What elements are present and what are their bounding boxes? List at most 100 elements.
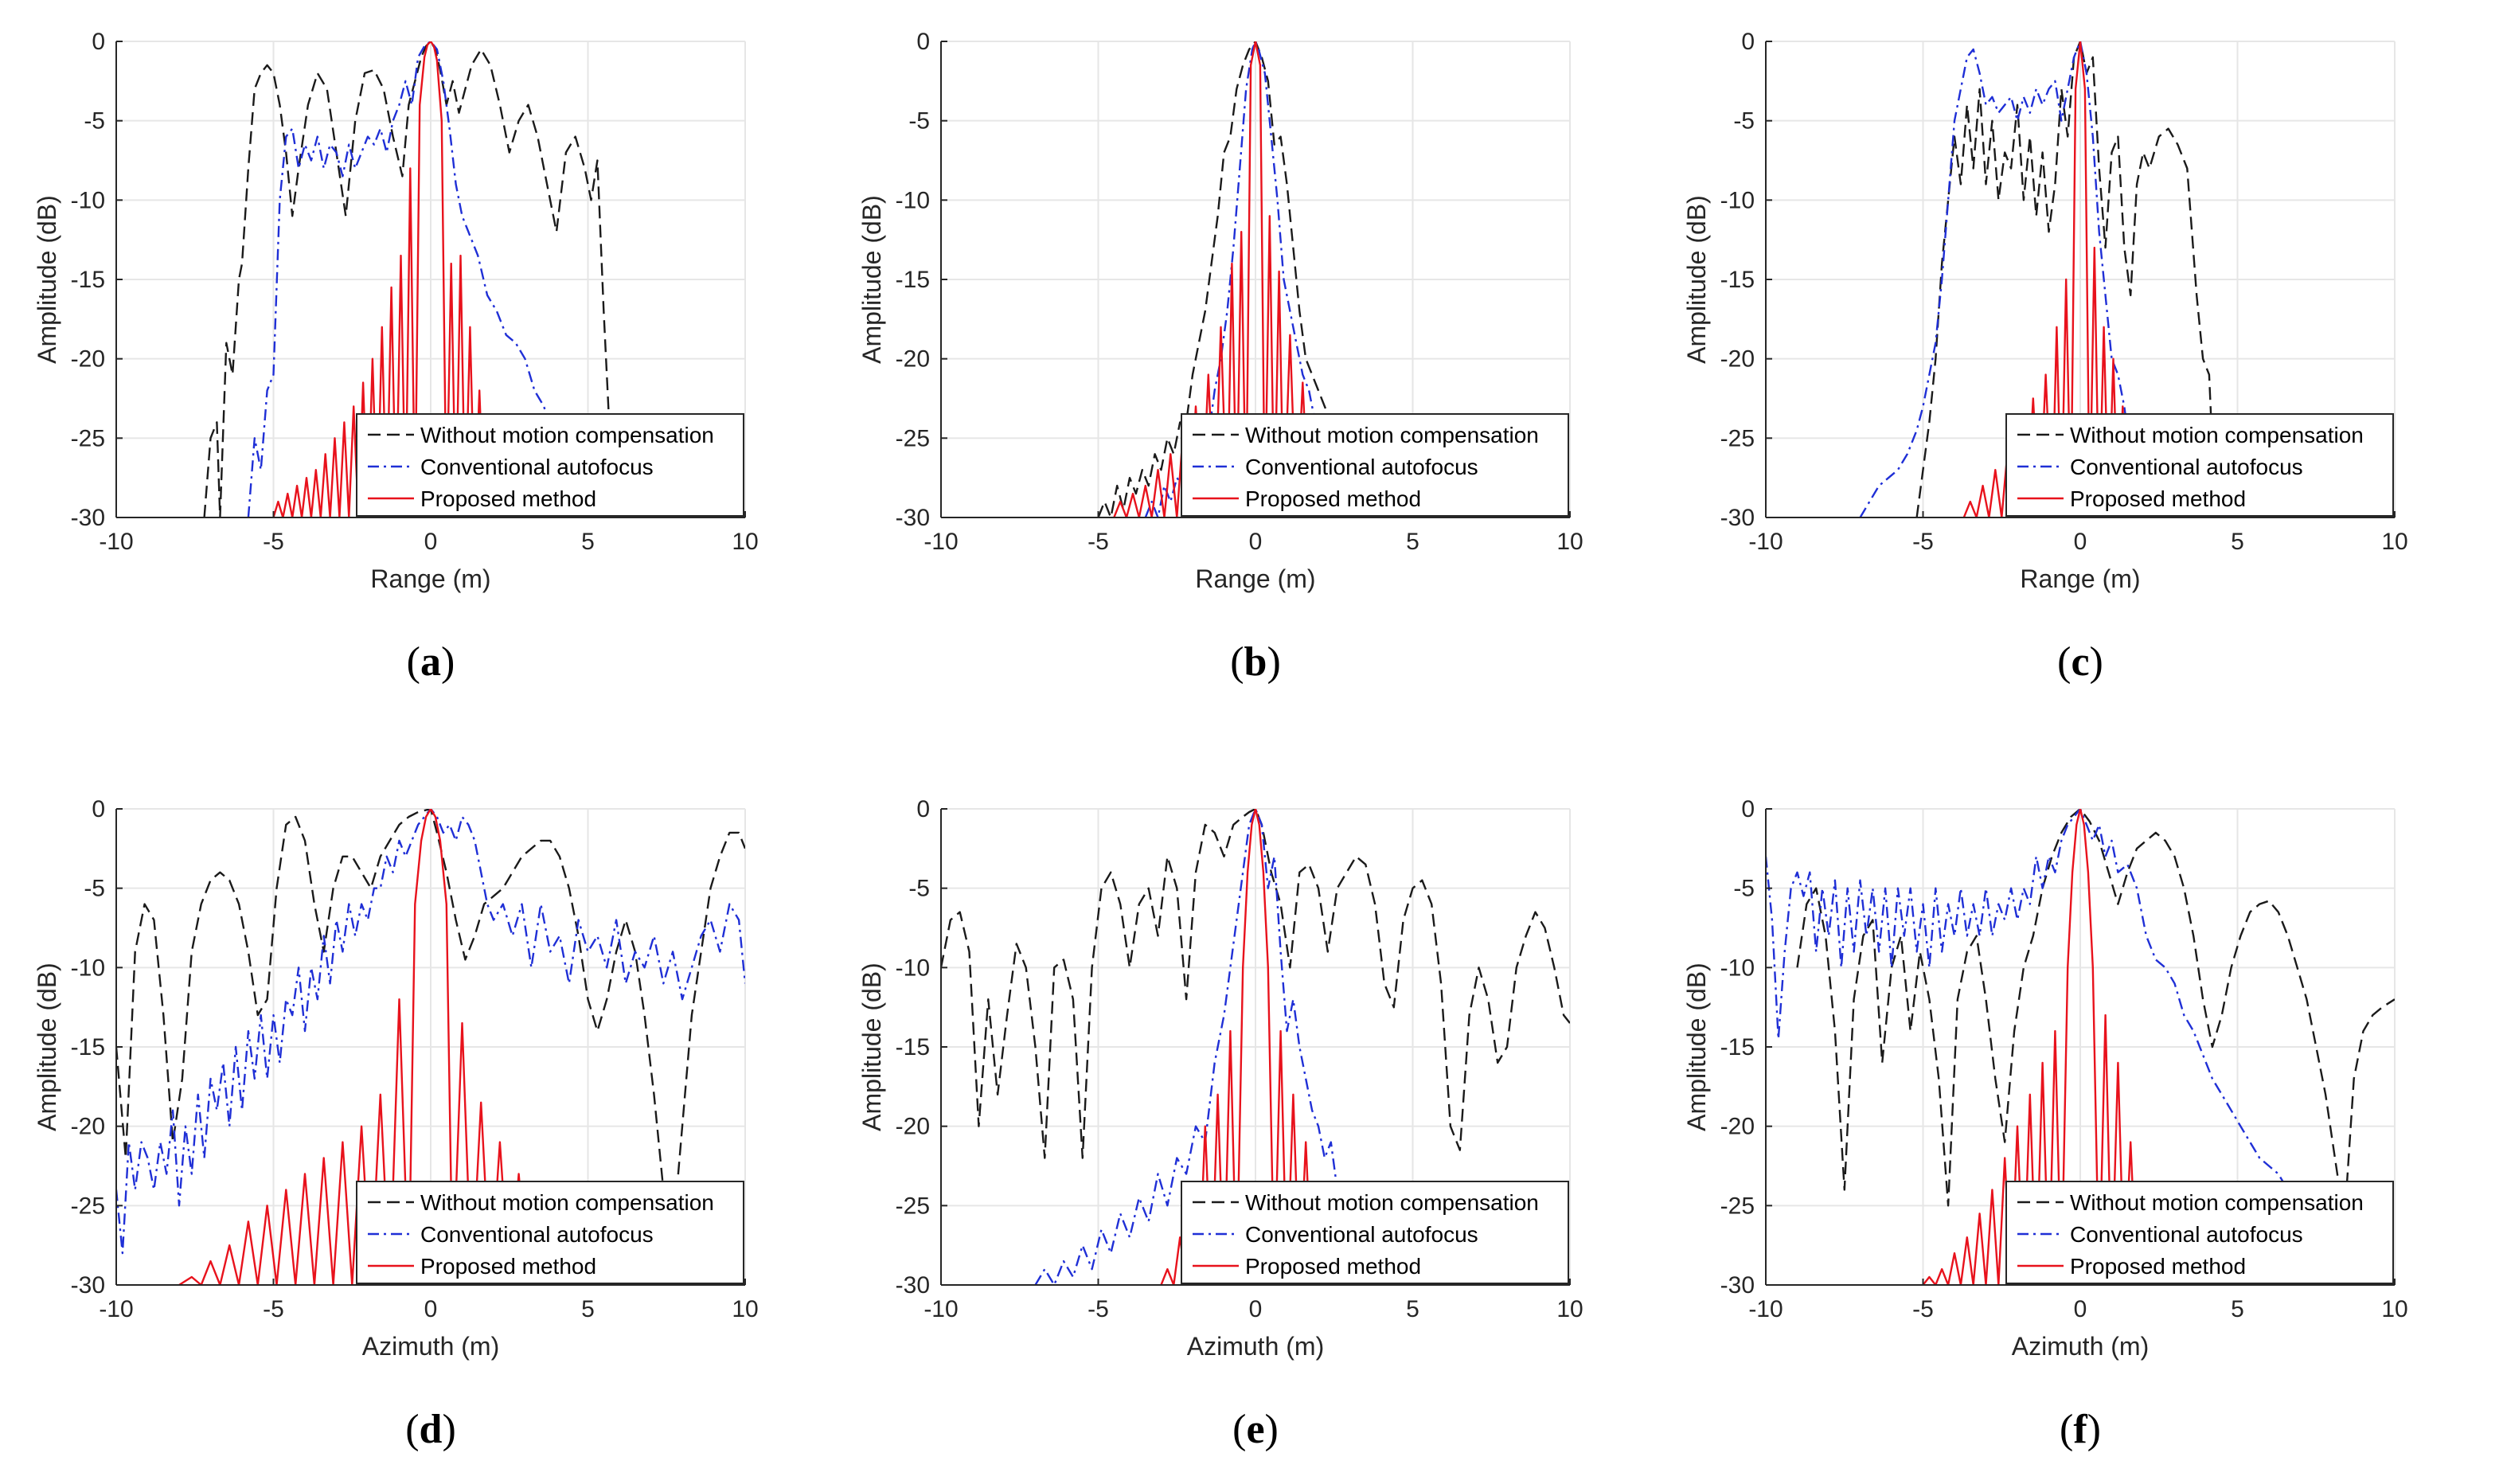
legend-box [1181, 413, 1569, 517]
y-tick-label: -15 [896, 267, 930, 293]
x-axis-label: Azimuth (m) [362, 1332, 499, 1361]
x-tick-label: 0 [1249, 1296, 1263, 1322]
legend-box [2005, 413, 2394, 517]
y-tick-label: -30 [1720, 505, 1755, 531]
legend: Without motion compensation Conventional … [2005, 413, 2394, 517]
y-axis-label: Amplitude (dB) [857, 963, 886, 1131]
y-tick-label: -10 [896, 187, 930, 213]
y-tick-label: -10 [71, 187, 105, 213]
x-tick-label: -5 [263, 529, 284, 555]
y-tick-label: -25 [896, 1193, 930, 1219]
panel-label-letter: a [420, 639, 441, 685]
chart-panel-f: -10 -5 0 5 10 0 -5 -10 -15 -20 -25 -30 Azimuth (m) Am… [1682, 796, 2408, 1452]
legend-label: Proposed method [420, 1254, 596, 1279]
panel-label-open: ( [1230, 639, 1244, 685]
chart-panel-e: -10 -5 0 5 10 0 -5 -10 -15 -20 -25 -30 Azimuth (m) Am… [857, 796, 1583, 1452]
y-tick-label: -5 [908, 108, 930, 135]
y-tick-label: 0 [92, 29, 105, 55]
x-tick-label: 0 [424, 1296, 438, 1322]
legend-box [2005, 1181, 2394, 1284]
chart-panel-c: -10 -5 0 5 10 0 -5 -10 -15 -20 -25 -30 Range (m) Ampl… [1682, 29, 2408, 685]
panel-label-letter: b [1244, 639, 1267, 685]
panel-label-open: ( [2057, 639, 2071, 685]
legend-label: Proposed method [2070, 1254, 2246, 1279]
y-tick-label: -15 [1720, 1034, 1755, 1060]
panel-label-open: ( [405, 1407, 419, 1452]
legend: Without motion compensation Conventional … [356, 1181, 744, 1284]
series-line-conventional [116, 809, 745, 1255]
y-tick-label: -20 [896, 1114, 930, 1140]
panel-label: (e) [1232, 1407, 1279, 1452]
x-tick-label: 10 [1556, 529, 1583, 555]
x-tick-label: -5 [1087, 1296, 1109, 1322]
chart-panel-b: -10 -5 0 5 10 0 -5 -10 -15 -20 -25 -30 Range (m) Ampl… [857, 29, 1583, 685]
y-tick-label: 0 [916, 796, 930, 822]
y-tick-label: -25 [896, 425, 930, 451]
x-tick-label: -10 [923, 1296, 958, 1322]
series-line-conventional [247, 41, 583, 517]
x-tick-label: 0 [424, 529, 438, 555]
y-tick-label: 0 [1741, 29, 1755, 55]
x-tick-label: 5 [581, 1296, 595, 1322]
y-tick-label: -30 [896, 505, 930, 531]
x-tick-label: -5 [263, 1296, 284, 1322]
y-tick-label: -25 [1720, 1193, 1755, 1219]
legend-box [356, 413, 744, 517]
series-line-conventional [1859, 41, 2145, 517]
y-tick-label: -10 [896, 955, 930, 981]
legend: Without motion compensation Conventional … [1181, 1181, 1569, 1284]
y-tick-label: -25 [71, 425, 105, 451]
y-tick-label: -10 [71, 955, 105, 981]
y-tick-label: -5 [1733, 876, 1755, 902]
x-axis-label: Azimuth (m) [1187, 1332, 1324, 1361]
panel-label-close: ) [441, 639, 455, 685]
legend: Without motion compensation Conventional … [356, 413, 744, 517]
x-tick-label: 10 [2381, 529, 2407, 555]
x-tick-label: 5 [1406, 1296, 1419, 1322]
x-tick-label: -10 [923, 529, 958, 555]
x-tick-label: 5 [2231, 529, 2244, 555]
legend-label: Conventional autofocus [420, 455, 654, 479]
series-line-conventional [1766, 809, 2337, 1285]
legend-box [1181, 1181, 1569, 1284]
series-line-without_mc [1915, 41, 2216, 517]
chart-panel-a: -10 -5 0 5 10 0 -5 -10 -15 -20 -25 -30 Range (m) Ampl… [33, 29, 759, 685]
y-tick-label: -15 [71, 267, 105, 293]
y-tick-label: -20 [71, 1114, 105, 1140]
x-axis-label: Range (m) [1195, 564, 1315, 593]
y-tick-label: -30 [71, 1272, 105, 1298]
x-tick-label: 0 [1249, 529, 1263, 555]
x-tick-label: -10 [99, 529, 133, 555]
legend-label: Without motion compensation [2070, 1190, 2364, 1215]
legend-label: Conventional autofocus [420, 1222, 654, 1247]
legend-label: Conventional autofocus [2070, 455, 2303, 479]
y-tick-label: -30 [71, 505, 105, 531]
series-line-without_mc [941, 809, 1570, 1159]
panel-label-close: ) [1267, 639, 1280, 685]
y-tick-label: -30 [896, 1272, 930, 1298]
y-tick-label: -15 [896, 1034, 930, 1060]
x-tick-label: 10 [732, 529, 758, 555]
legend-label: Proposed method [1245, 486, 1421, 511]
y-axis-label: Amplitude (dB) [1682, 963, 1711, 1131]
legend: Without motion compensation Conventional … [1181, 413, 1569, 517]
series-line-conventional [1144, 41, 1341, 517]
x-tick-label: 0 [2074, 1296, 2087, 1322]
y-tick-label: -15 [71, 1034, 105, 1060]
panel-label-close: ) [442, 1407, 455, 1452]
panel-label-open: ( [1232, 1407, 1246, 1452]
panel-label-close: ) [2087, 1407, 2101, 1452]
series-line-without_mc [116, 809, 745, 1239]
legend-label: Conventional autofocus [1245, 455, 1478, 479]
y-tick-label: -10 [1720, 955, 1755, 981]
panel-label: (b) [1230, 639, 1281, 685]
panel-label: (f) [2060, 1407, 2101, 1452]
x-tick-label: 10 [732, 1296, 758, 1322]
panel-label-open: ( [407, 639, 420, 685]
y-tick-label: -30 [1720, 1272, 1755, 1298]
series-line-proposed [1922, 809, 2176, 1285]
panel-label-close: ) [1265, 1407, 1279, 1452]
y-tick-label: 0 [916, 29, 930, 55]
x-tick-label: -5 [1912, 1296, 1934, 1322]
